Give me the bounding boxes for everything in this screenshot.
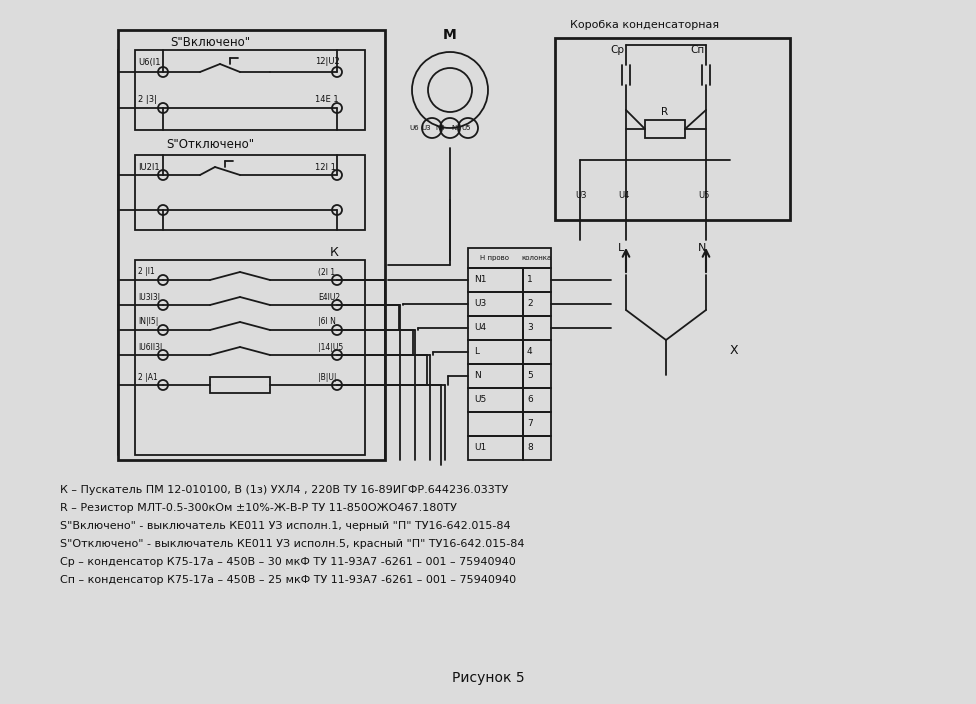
Text: Рисунок 5: Рисунок 5 [452, 671, 524, 685]
Text: S"Отключено": S"Отключено" [166, 139, 254, 151]
Text: IN|I5|: IN|I5| [138, 318, 158, 327]
Text: К: К [330, 246, 339, 260]
Text: R: R [662, 107, 669, 117]
Text: E4IU2: E4IU2 [318, 292, 340, 301]
Bar [523, 268, 551, 292]
Bar [468, 436, 523, 460]
Text: U6: U6 [409, 125, 419, 131]
Text: К – Пускатель ПМ 12-010100, В (1з) УХЛ4 , 220В ТУ 16-89ИГФР.644236.033ТУ: К – Пускатель ПМ 12-010100, В (1з) УХЛ4 … [60, 485, 508, 495]
Bar [118, 30, 385, 460]
Text: 8: 8 [527, 444, 533, 453]
Text: |14|U5: |14|U5 [318, 343, 344, 351]
Text: 2: 2 [527, 299, 533, 308]
Text: |6I N: |6I N [318, 318, 336, 327]
Bar [523, 292, 551, 316]
Bar [523, 412, 551, 436]
Bar [468, 268, 523, 292]
Text: |B|U|: |B|U| [318, 372, 337, 382]
Bar [135, 50, 365, 130]
Text: U5: U5 [462, 125, 470, 131]
Text: Н прово: Н прово [480, 255, 509, 261]
Text: U3: U3 [422, 125, 430, 131]
Text: U4: U4 [474, 324, 486, 332]
Text: R – Резистор МЛТ-0.5-300кОм ±10%-Ж-В-Р ТУ 11-850ОЖО467.180ТУ: R – Резистор МЛТ-0.5-300кОм ±10%-Ж-В-Р Т… [60, 503, 457, 513]
Text: S"Включено": S"Включено" [170, 35, 250, 49]
Text: (2I 1: (2I 1 [318, 268, 335, 277]
Text: Сп: Сп [690, 45, 705, 55]
Text: 14E 1: 14E 1 [315, 96, 339, 104]
Bar [468, 292, 523, 316]
Bar [468, 248, 551, 268]
Text: 2 |I1: 2 |I1 [138, 268, 155, 277]
Text: L: L [618, 243, 625, 253]
Text: U4: U4 [618, 191, 630, 199]
Text: 2 |3|: 2 |3| [138, 96, 157, 104]
Text: Ср – конденсатор К75-17а – 450В – 30 мкФ ТУ 11-93А7 -6261 – 001 – 75940940: Ср – конденсатор К75-17а – 450В – 30 мкФ… [60, 557, 515, 567]
Bar [523, 364, 551, 388]
Text: IU6II3I: IU6II3I [138, 343, 162, 351]
Text: U5: U5 [474, 396, 486, 405]
Text: 12I 1: 12I 1 [315, 163, 336, 172]
Text: Коробка конденсаторная: Коробка конденсаторная [570, 20, 719, 30]
Text: U6(I1: U6(I1 [138, 58, 160, 66]
Bar [523, 316, 551, 340]
Text: IU2I1: IU2I1 [138, 163, 160, 172]
Bar [468, 364, 523, 388]
Text: 7: 7 [527, 420, 533, 429]
Text: S"Включено" - выключатель КЕ011 УЗ исполн.1, черный "П" ТУ16-642.015-84: S"Включено" - выключатель КЕ011 УЗ испол… [60, 521, 510, 531]
Text: S"Отключено" - выключатель КЕ011 УЗ исполн.5, красный "П" ТУ16-642.015-84: S"Отключено" - выключатель КЕ011 УЗ испо… [60, 539, 524, 549]
Text: L: L [474, 348, 479, 356]
Bar [468, 412, 523, 436]
Text: 12|U2: 12|U2 [315, 58, 340, 66]
Bar [210, 377, 270, 393]
Bar [523, 340, 551, 364]
Text: N4: N4 [435, 125, 445, 131]
Bar [645, 120, 685, 138]
Text: U5: U5 [698, 191, 710, 199]
Text: 4: 4 [527, 348, 533, 356]
Text: N: N [698, 243, 707, 253]
Text: X: X [730, 344, 739, 356]
Bar [135, 155, 365, 230]
Text: N1: N1 [474, 275, 486, 284]
Text: N: N [451, 125, 457, 131]
Bar [135, 260, 365, 455]
Text: M: M [443, 28, 457, 42]
Text: 2 |A1: 2 |A1 [138, 372, 158, 382]
Text: U3: U3 [474, 299, 486, 308]
Text: U3: U3 [575, 191, 587, 199]
Text: колонка: колонка [522, 255, 552, 261]
Text: 6: 6 [527, 396, 533, 405]
Bar [468, 316, 523, 340]
Text: U1: U1 [474, 444, 486, 453]
Text: 3: 3 [527, 324, 533, 332]
Text: Сп – конденсатор К75-17а – 450В – 25 мкФ ТУ 11-93А7 -6261 – 001 – 75940940: Сп – конденсатор К75-17а – 450В – 25 мкФ… [60, 575, 516, 585]
Text: N: N [474, 372, 481, 380]
Text: 5: 5 [527, 372, 533, 380]
Text: IU3I3I: IU3I3I [138, 292, 160, 301]
Text: Ср: Ср [610, 45, 624, 55]
Bar [555, 38, 790, 220]
Bar [468, 388, 523, 412]
Bar [523, 436, 551, 460]
Bar [523, 388, 551, 412]
Bar [468, 340, 523, 364]
Text: 1: 1 [527, 275, 533, 284]
